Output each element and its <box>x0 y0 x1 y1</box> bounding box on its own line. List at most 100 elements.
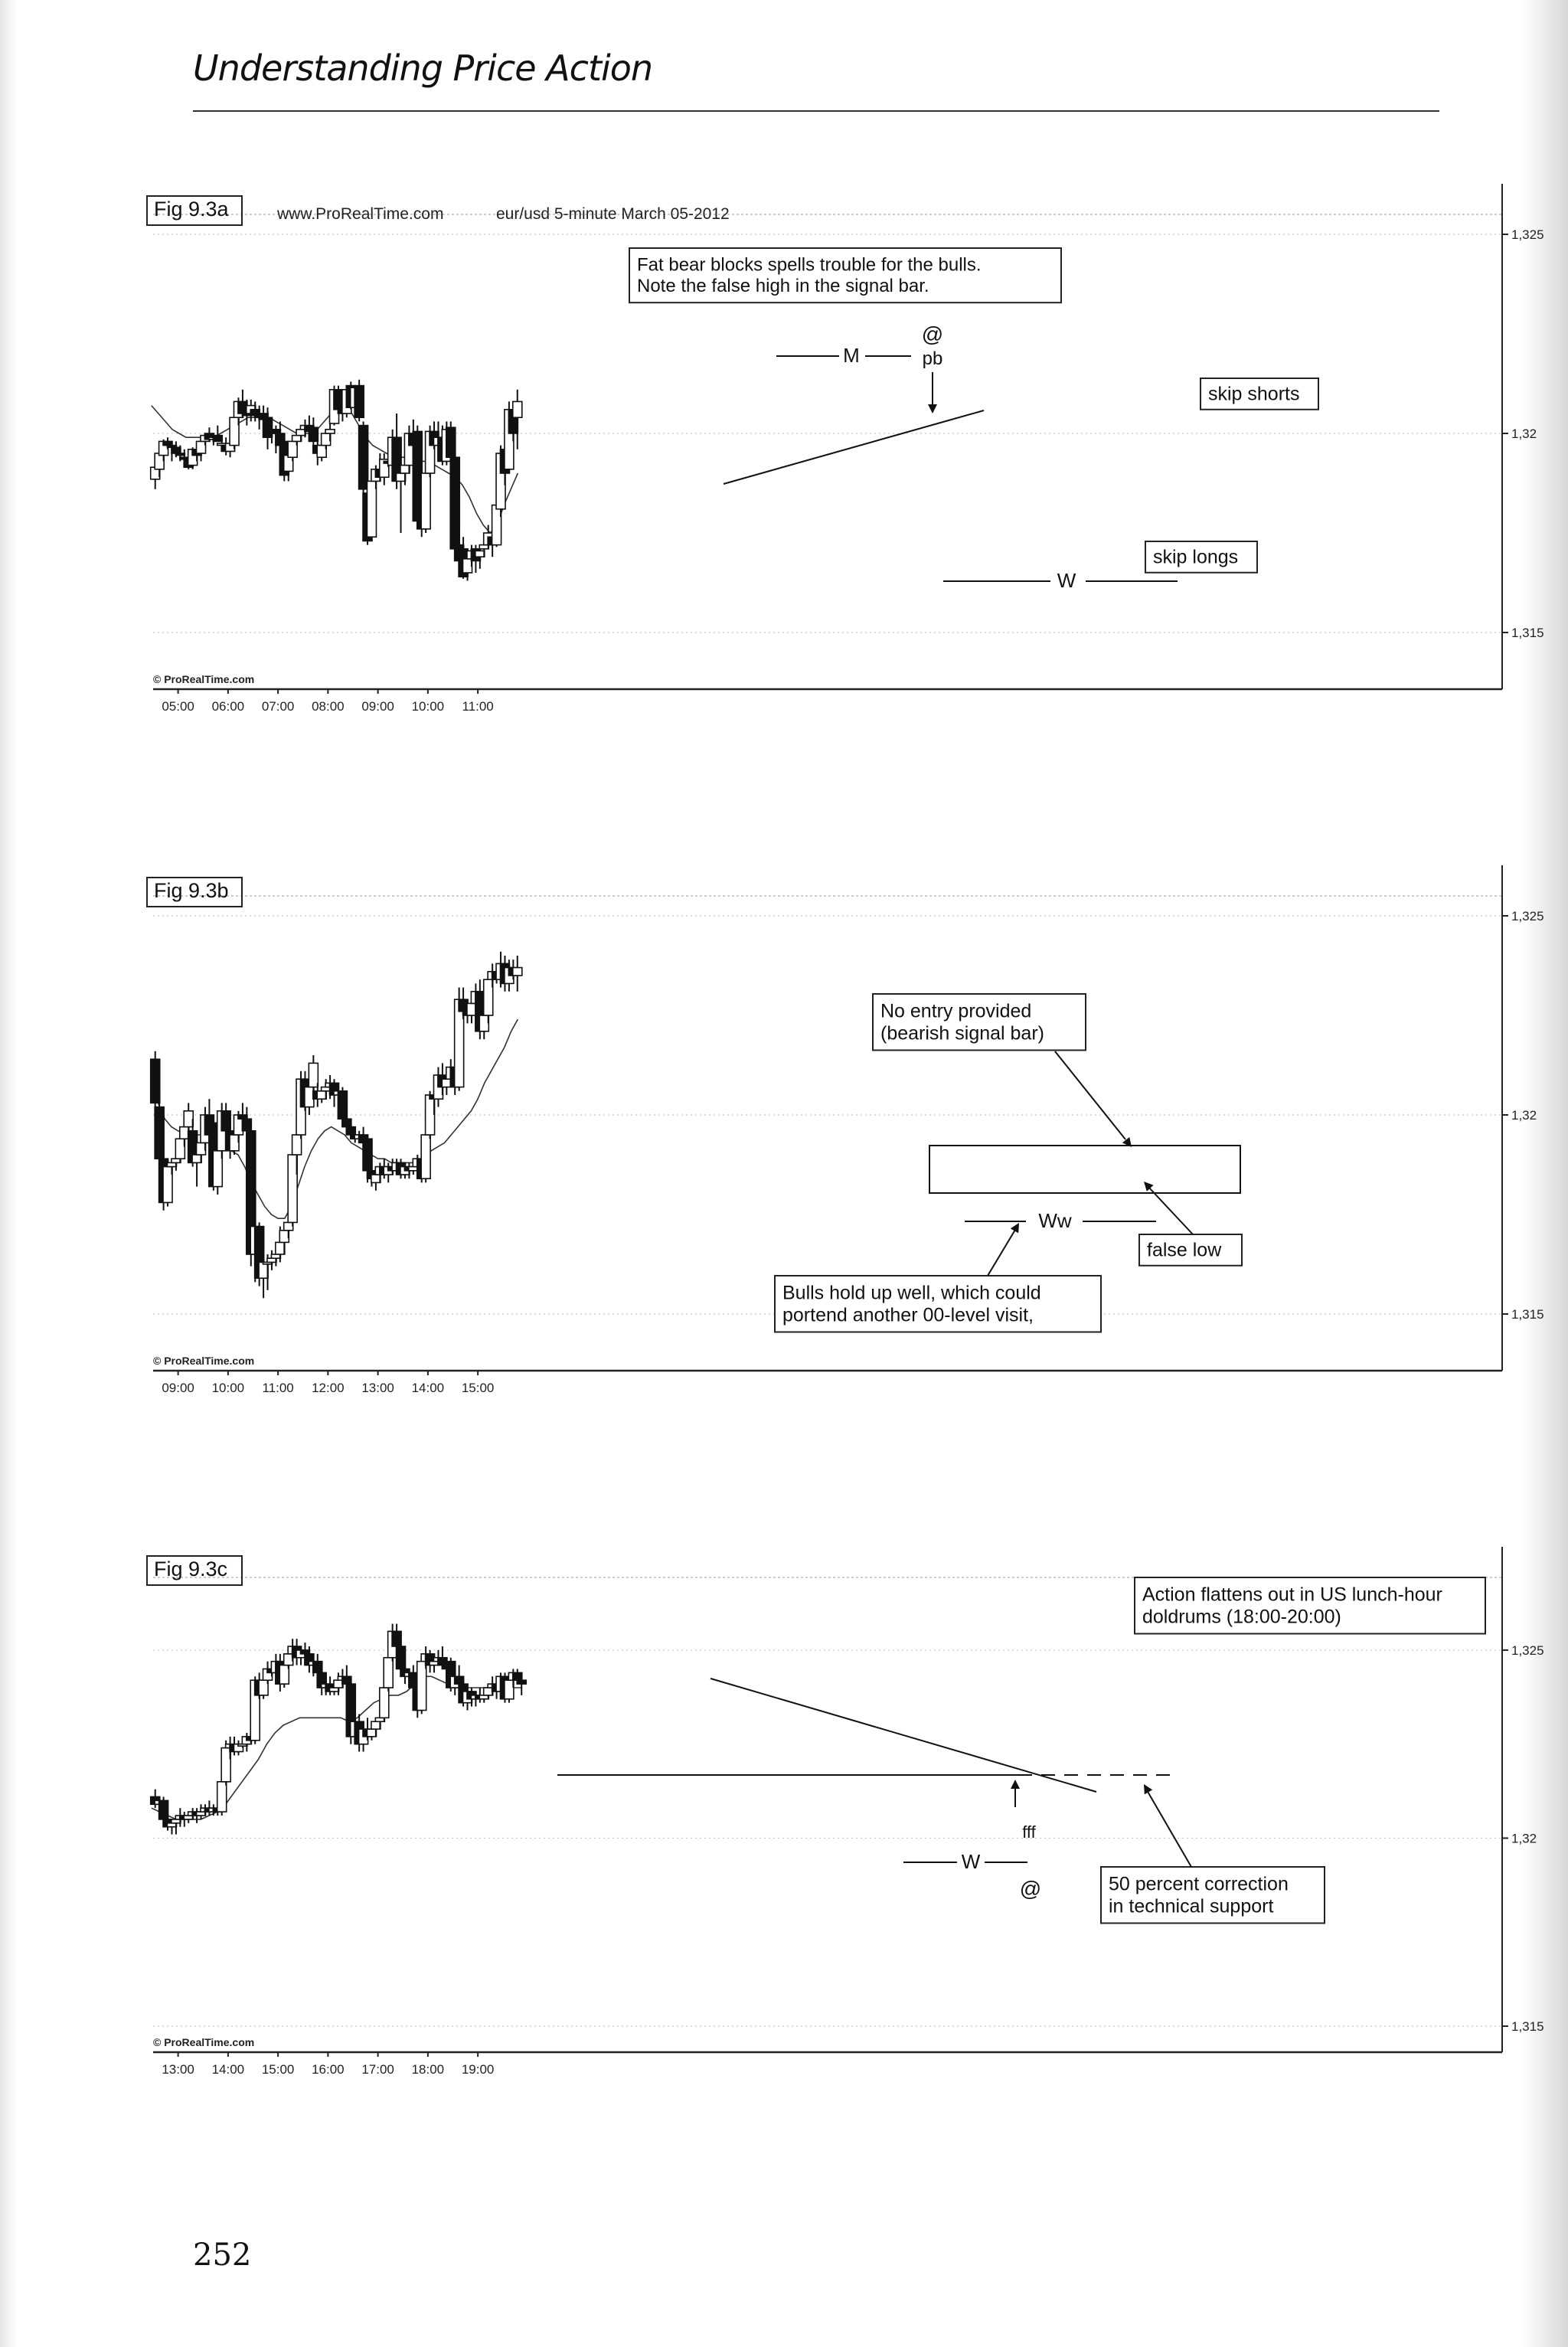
chart-fig-9-3c: 1,325 1,32 1,315 13:00 14:00 15:00 16:00 17:00 1… <box>146 1547 1544 2077</box>
annotation-doldrums-line: Action flattens out in US lunch-hour <box>1142 1584 1442 1606</box>
candle-bull <box>420 472 431 530</box>
consolidation-box <box>929 1145 1241 1194</box>
chart-fig-9-3a: 1,325 1,32 1,315 05:00 06:00 07:00 08:00 09:00 1… <box>146 184 1544 714</box>
figure-label: Fig 9.3b <box>154 879 229 902</box>
candle-bear <box>175 453 186 456</box>
candle-bull <box>287 440 298 458</box>
candle-bear <box>449 456 461 550</box>
annotation-correction-line: 50 percent correction <box>1109 1874 1289 1895</box>
x-tick-label: 15:00 <box>262 2062 295 2077</box>
x-tick-label: 13:00 <box>162 2062 194 2077</box>
candle-bull <box>216 1781 227 1813</box>
annotation-correction-line: in technical support <box>1109 1895 1273 1917</box>
candle-bear <box>345 1126 357 1136</box>
candle-bear <box>362 1138 373 1172</box>
annotation-false-low-box <box>1138 1234 1243 1267</box>
copyright-label: © ProRealTime.com <box>153 2036 254 2048</box>
chart-fig-9-3b: 1,325 1,32 1,315 09:00 10:00 11:00 12:00 13:00 1… <box>146 865 1544 1395</box>
candle-bull <box>320 433 332 446</box>
x-tick-label: 15:00 <box>462 1381 495 1395</box>
y-tick-label: 1,315 <box>1511 626 1544 640</box>
candle-bear <box>341 1675 352 1685</box>
candle-bear <box>358 424 369 490</box>
annotation-fat-bear-line: Note the false high in the signal bar. <box>637 276 929 296</box>
candle-bull <box>482 979 494 1016</box>
x-tick-label: 05:00 <box>162 699 194 714</box>
candle-bear <box>262 417 273 439</box>
annotation-ww: Ww <box>1038 1209 1072 1232</box>
annotation-false-low-line: false low <box>1147 1240 1222 1261</box>
annotation-pb: pb <box>923 348 943 369</box>
candle-bull <box>491 504 502 546</box>
trendline-up <box>723 410 985 485</box>
candle-bull <box>291 1134 302 1156</box>
candle-bull <box>229 417 240 446</box>
candle-bear <box>312 1660 323 1674</box>
x-tick-label: 06:00 <box>212 699 245 714</box>
candle-bull <box>175 1138 186 1160</box>
candle-bull <box>416 1660 427 1711</box>
page-number: 252 <box>193 2237 252 2273</box>
candle-bull <box>371 1721 381 1730</box>
annotation-doldrums-line: doldrums (18:00-20:00) <box>1142 1606 1341 1627</box>
annotation-bulls-hold-box <box>774 1275 1102 1333</box>
figure-label: Fig 9.3c <box>154 1558 227 1580</box>
candle-bull <box>308 1062 319 1088</box>
figure-label-box <box>146 877 243 907</box>
candle-bull <box>325 428 335 434</box>
candle-bull <box>316 444 328 459</box>
candle-bull <box>283 1221 294 1231</box>
annotation-skip-shorts-box <box>1200 378 1319 410</box>
false-low-arrow-head <box>1144 1182 1154 1191</box>
candle-bull <box>258 1679 269 1696</box>
candle-bear <box>391 1630 402 1647</box>
candle-bear <box>453 1675 465 1685</box>
annotation-bulls-hold-line: Bulls hold up well, which could <box>782 1283 1041 1304</box>
annotation-skip-shorts-line: skip shorts <box>1208 384 1299 405</box>
annotation-no-entry-box <box>872 993 1086 1051</box>
candle-bear <box>154 1106 165 1160</box>
false-low-pointer <box>1148 1186 1194 1235</box>
x-tick-label: 08:00 <box>312 699 345 714</box>
candle-bull <box>195 440 207 454</box>
x-tick-label: 11:00 <box>462 699 493 714</box>
candle-bull <box>220 1747 231 1783</box>
candle-bull <box>191 1154 202 1164</box>
candle-bear <box>337 1090 348 1120</box>
instrument-label: eur/usd 5-minute March 05-2012 <box>496 205 730 223</box>
candle-bear <box>395 1646 407 1670</box>
candle-bull <box>316 1090 328 1100</box>
candle-bull <box>395 472 407 482</box>
copyright-label: © ProRealTime.com <box>153 673 254 685</box>
bulls-hold-pointer <box>987 1229 1016 1276</box>
x-tick-label: 09:00 <box>162 1381 194 1395</box>
candle-bear <box>341 1118 352 1128</box>
annotation-doldrums-box <box>1134 1577 1486 1635</box>
correction-arrow-head <box>1144 1784 1153 1795</box>
annotation-fat-bear-line: Fat bear blocks spells trouble for the b… <box>637 255 982 276</box>
annotation-fat-bear-box <box>629 247 1062 304</box>
candle-bull <box>383 1656 394 1688</box>
candle-bear <box>516 1679 528 1685</box>
x-tick-label: 11:00 <box>262 1381 293 1395</box>
candle-bull <box>371 1174 381 1184</box>
candle-bull <box>420 1134 431 1180</box>
annotation-w: W <box>1057 569 1076 592</box>
x-tick-label: 16:00 <box>312 2062 345 2077</box>
y-tick-label: 1,325 <box>1511 1643 1544 1658</box>
candle-bull <box>511 966 523 976</box>
x-tick-label: 14:00 <box>412 1381 445 1395</box>
no-entry-arrow-head <box>1122 1136 1132 1147</box>
x-tick-label: 13:00 <box>361 1381 394 1395</box>
candle-bull <box>279 1664 290 1685</box>
running-head: Understanding Price Action <box>193 47 653 89</box>
bulls-hold-arrow-head <box>1010 1223 1019 1234</box>
x-tick-label: 07:00 <box>262 699 295 714</box>
candle-bear <box>158 1799 169 1820</box>
source-label: www.ProRealTime.com <box>276 205 443 223</box>
page-edge-shadow <box>1522 0 1568 2347</box>
pb-arrow-head <box>928 404 937 414</box>
candle-bull <box>424 1094 436 1136</box>
annotation-m: M <box>843 344 860 367</box>
candle-bull <box>212 1149 224 1188</box>
